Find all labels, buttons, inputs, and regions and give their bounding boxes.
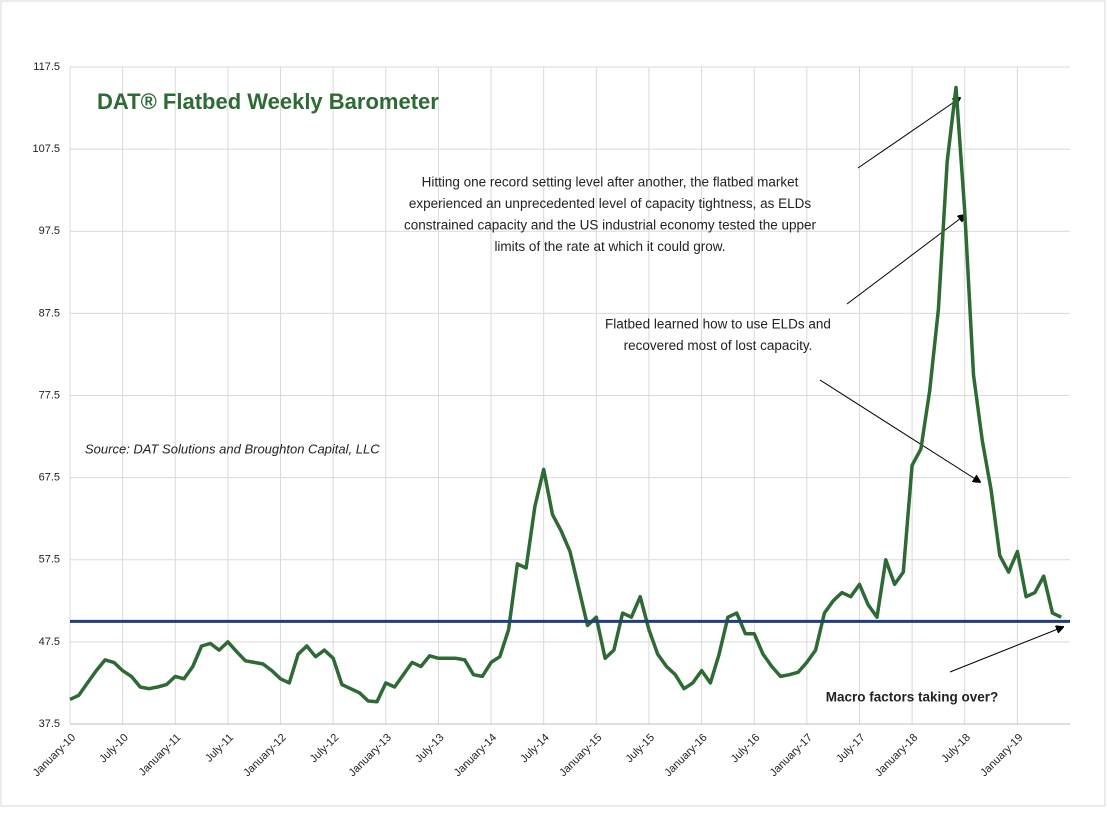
chart-title: DAT® Flatbed Weekly Barometer: [97, 89, 439, 114]
y-tick-label: 97.5: [39, 225, 60, 237]
y-tick-label: 117.5: [33, 61, 60, 73]
y-tick-label: 57.5: [39, 554, 60, 566]
arrow: [949, 627, 1063, 673]
annotation: Hitting one record setting level after a…: [422, 175, 799, 190]
y-tick-label: 37.5: [39, 718, 60, 730]
y-tick-label: 87.5: [39, 307, 60, 319]
annotation: constrained capacity and the US industri…: [404, 218, 816, 233]
annotation: Flatbed learned how to use ELDs and: [605, 317, 831, 332]
y-tick-label: 107.5: [32, 143, 60, 155]
arrow: [819, 379, 980, 482]
annotation: experienced an unprecedented level of ca…: [409, 196, 812, 211]
annotation: limits of the rate at which it could gro…: [494, 239, 725, 254]
data-line: [69, 85, 1062, 704]
annotation-arrows: [819, 98, 1063, 673]
y-tick-label: 67.5: [39, 472, 60, 484]
y-tick-label: 77.5: [39, 389, 60, 401]
arrow: [846, 215, 965, 305]
annotation: Macro factors taking over?: [826, 690, 999, 705]
source-note: Source: DAT Solutions and Broughton Capi…: [85, 441, 380, 456]
y-tick-label: 47.5: [39, 636, 60, 648]
annotation: recovered most of lost capacity.: [624, 338, 813, 353]
arrow: [857, 98, 960, 169]
